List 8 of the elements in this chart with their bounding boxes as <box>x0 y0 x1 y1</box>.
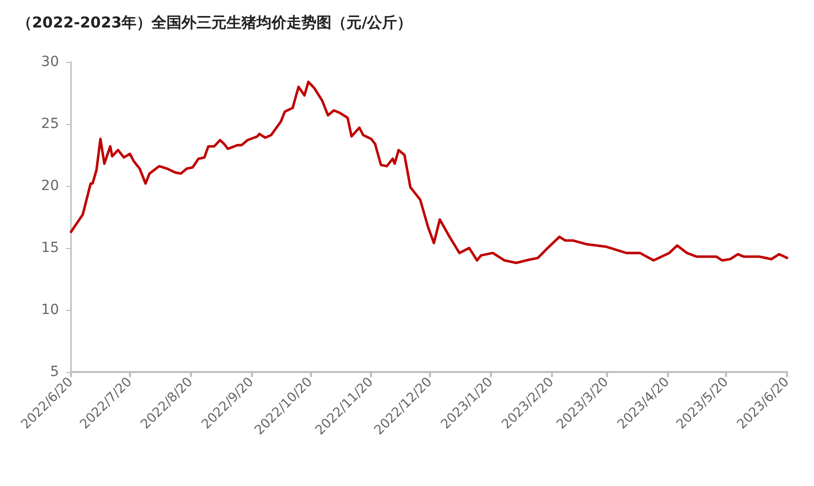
y-tick-label: 5 <box>50 364 59 380</box>
chart-title: （2022-2023年）全国外三元生猪均价走势图（元/公斤） <box>17 14 412 32</box>
y-tick-label: 15 <box>41 240 59 256</box>
y-tick-label: 10 <box>41 302 59 318</box>
y-tick-label: 30 <box>41 54 59 70</box>
line-series <box>70 80 788 264</box>
y-tick-label: 20 <box>41 178 59 194</box>
y-tick-label: 25 <box>41 116 59 132</box>
